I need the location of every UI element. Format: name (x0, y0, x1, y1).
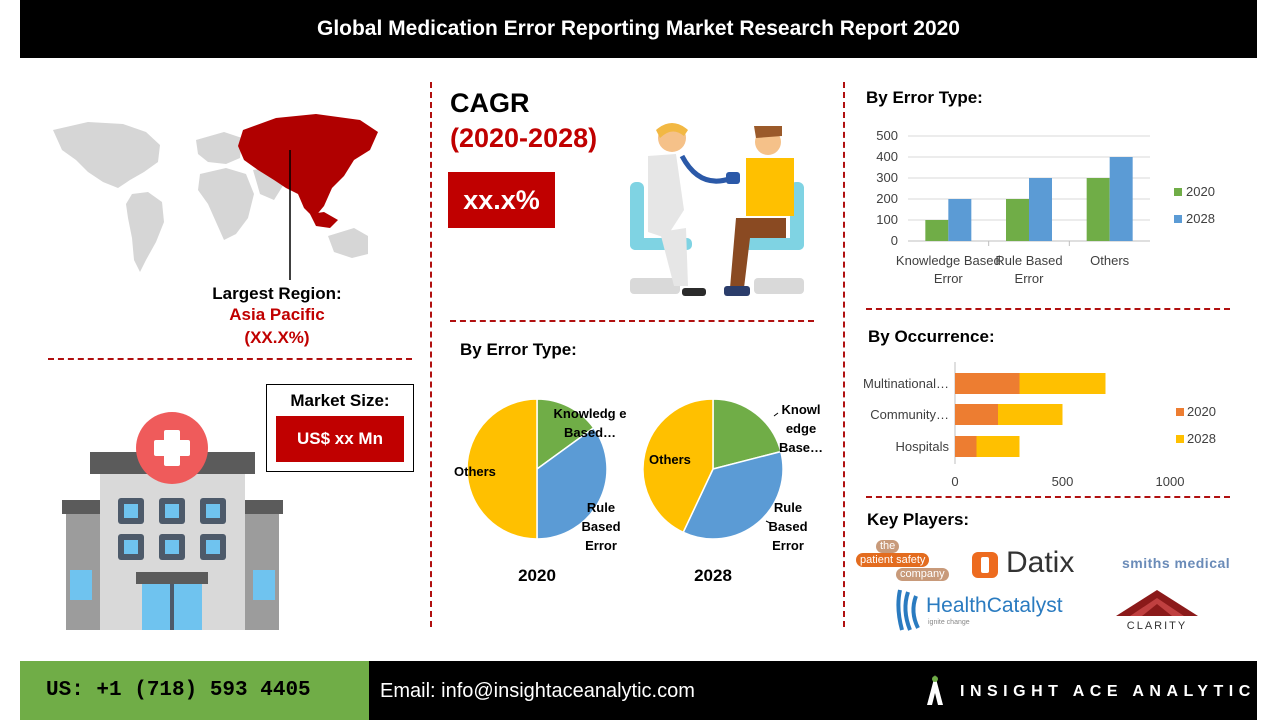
footer-main-bar: Email: info@insightaceanalytic.com INSIG… (369, 661, 1257, 720)
divider-bar (866, 308, 1230, 310)
pie-2028-label-knowledge: Knowl edge Base… (778, 402, 824, 455)
clarity-logo: CLARITY (1112, 588, 1202, 634)
y-tick-label: 0 (891, 233, 898, 248)
brand-logo-icon (927, 675, 943, 705)
pie-charts: 2020 2028 (466, 398, 784, 585)
bar-2028-0 (1019, 373, 1106, 394)
pie-slice-2020-2 (466, 398, 538, 540)
pie-slice-2028-2 (642, 398, 714, 534)
largest-region-name: Asia Pacific (229, 305, 325, 324)
market-size-label: Market Size: (290, 391, 390, 410)
divider-cagr (450, 320, 814, 322)
bar-2020-1 (1006, 199, 1029, 241)
bar-2020-2 (1086, 178, 1110, 241)
legend-swatch-2028 (1174, 215, 1182, 223)
y-tick-label: Multinational… (863, 376, 949, 391)
bar-chart-title: By Error Type: (866, 88, 983, 107)
legend-label: 2020 (1187, 404, 1216, 419)
x-tick-label: Others (1090, 253, 1130, 268)
occurrence-chart-title: By Occurrence: (868, 327, 995, 346)
occurrence-bar-chart: Multinational… Community… Hospitals 0 500 100… (863, 362, 1216, 489)
bar-2028-1 (1029, 178, 1052, 241)
bar-2020-0 (925, 220, 949, 241)
pie-leader-line (773, 412, 779, 417)
error-type-bar-chart: 0 100 200 300 400 500 Knowledge Based Error Rule… (876, 128, 1215, 286)
datix-logo: Datix (972, 546, 1112, 582)
y-tick-label: 400 (876, 149, 898, 164)
pie-year-label: 2028 (694, 566, 732, 585)
x-tick-label: Error (1015, 271, 1045, 286)
legend-label: 2028 (1187, 431, 1216, 446)
legend-label: 2028 (1186, 211, 1215, 226)
x-tick-label: Error (934, 271, 964, 286)
smiths-medical-logo: smiths medical (1122, 555, 1231, 571)
divider-region (48, 358, 412, 360)
pie-slice-2028-0 (712, 398, 782, 470)
y-tick-label: 200 (876, 191, 898, 206)
divider-occurrence (866, 496, 1230, 498)
pie-2028-label-others: Others (649, 452, 691, 467)
pie-slice-2020-0 (536, 398, 595, 471)
market-size-card: Market Size: US$ xx Mn (266, 384, 414, 472)
y-tick-label: 300 (876, 170, 898, 185)
cagr-value: xx.x% (448, 172, 555, 228)
world-map (53, 114, 378, 280)
x-tick-label: Rule Based (995, 253, 1062, 268)
y-tick-label: Community… (870, 407, 949, 422)
x-tick-label: 0 (951, 474, 958, 489)
patient-safety-company-logo: the patient safety company (856, 540, 952, 584)
page-title: Global Medication Error Reporting Market… (20, 0, 1257, 58)
pie-2020-label-knowledge: Knowledg e Based… (553, 406, 627, 440)
x-tick-label: 500 (1052, 474, 1074, 489)
legend-swatch-2020 (1176, 408, 1184, 416)
y-tick-label: Hospitals (896, 439, 950, 454)
bar-2020-1 (955, 404, 998, 425)
bar-2028-2 (1109, 157, 1133, 241)
bar-2028-1 (998, 404, 1063, 425)
footer-email[interactable]: Email: info@insightaceanalytic.com (380, 680, 695, 702)
divider-right (843, 82, 845, 627)
footer-phone-bar: US: +1 (718) 593 4405 (20, 661, 369, 720)
largest-region-label: Largest Region: (212, 284, 342, 303)
pie-2020-label-rule: Rule Based Error (581, 500, 621, 553)
footer-brand: INSIGHT ACE ANALYTIC (960, 683, 1256, 700)
pie-2020-label-others: Others (454, 464, 496, 479)
y-tick-label: 100 (876, 212, 898, 227)
pie-section-title: By Error Type: (460, 340, 577, 359)
pie-year-label: 2020 (518, 566, 556, 585)
footer-phone[interactable]: US: +1 (718) 593 4405 (46, 679, 311, 702)
y-tick-label: 500 (876, 128, 898, 143)
hospital-icon (62, 412, 283, 630)
cagr-label: CAGR (450, 88, 530, 118)
key-players-title: Key Players: (867, 510, 970, 529)
legend-swatch-2020 (1174, 188, 1182, 196)
bar-2028-2 (976, 436, 1020, 457)
legend-label: 2020 (1186, 184, 1215, 199)
pie-2028-label-rule: Rule Based Error (768, 500, 808, 553)
health-catalyst-logo: HealthCatalyst ignite change (894, 588, 1074, 632)
doctor-patient-icon (630, 123, 804, 296)
pie-leader-line (765, 520, 771, 524)
bar-2020-2 (955, 436, 977, 457)
market-size-value: US$ xx Mn (276, 416, 404, 462)
bar-2028-0 (948, 199, 972, 241)
pie-slice-2020-1 (536, 426, 608, 540)
largest-region-share: (XX.X%) (244, 328, 310, 347)
divider-left (430, 82, 432, 627)
cagr-period: (2020-2028) (450, 123, 598, 153)
x-tick-label: 1000 (1156, 474, 1185, 489)
bar-2020-0 (955, 373, 1020, 394)
pie-slice-2028-1 (682, 450, 784, 540)
x-tick-label: Knowledge Based (896, 253, 1001, 268)
legend-swatch-2028 (1176, 435, 1184, 443)
